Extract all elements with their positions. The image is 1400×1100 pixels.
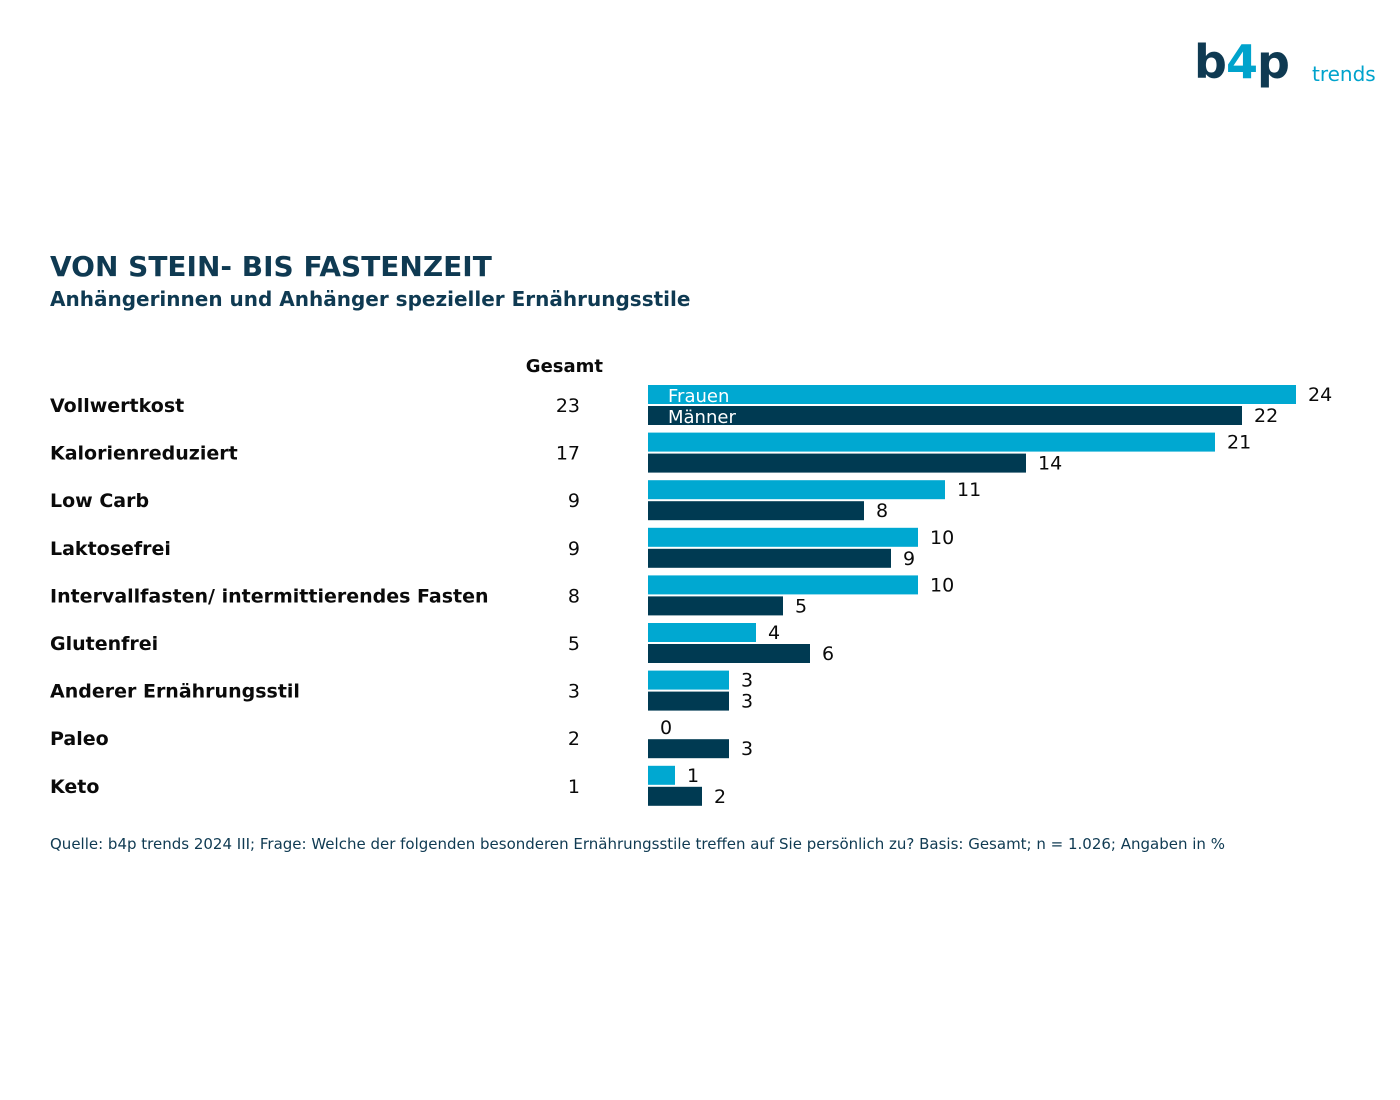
total-column-header: Gesamt [525, 356, 603, 377]
category-label: Anderer Ernährungsstil [50, 681, 300, 703]
bar-value-frauen: 10 [930, 574, 954, 596]
bar-frauen [648, 765, 675, 785]
bar-value-maenner: 8 [876, 500, 888, 522]
bar-value-frauen: 21 [1227, 432, 1251, 454]
total-value: 3 [568, 681, 580, 703]
bar-maenner [648, 739, 729, 759]
total-value: 1 [568, 776, 580, 798]
bar-value-frauen: 11 [957, 479, 981, 501]
bar-frauen [648, 527, 918, 547]
category-label: Laktosefrei [50, 538, 171, 560]
logo-word: trends [1312, 62, 1376, 86]
legend-maenner: Männer [668, 407, 736, 428]
bar-maenner [648, 501, 864, 521]
bar-value-maenner: 5 [795, 595, 807, 617]
chart-title: VON STEIN- BIS FASTENZEIT [50, 250, 492, 283]
total-value: 9 [568, 538, 580, 560]
total-value: 2 [568, 728, 580, 750]
total-value: 5 [568, 633, 580, 655]
total-value: 8 [568, 585, 580, 607]
bar-frauen [648, 575, 918, 595]
category-label: Low Carb [50, 490, 149, 512]
category-label: Vollwertkost [50, 395, 184, 417]
bar-value-frauen: 10 [930, 527, 954, 549]
logo-mark: b4p [1194, 35, 1290, 89]
bar-value-frauen: 0 [660, 717, 672, 739]
bar-maenner [648, 596, 783, 616]
bar-value-frauen: 24 [1308, 384, 1332, 406]
chart-subtitle: Anhängerinnen und Anhänger spezieller Er… [50, 287, 691, 311]
category-label: Paleo [50, 728, 109, 750]
bar-value-maenner: 22 [1254, 405, 1278, 427]
bar-maenner [648, 548, 891, 568]
category-label: Intervallfasten/ intermittierendes Faste… [50, 585, 489, 607]
category-label: Kalorienreduziert [50, 443, 238, 465]
bar-value-frauen: 1 [687, 765, 699, 787]
bar-value-frauen: 3 [741, 670, 753, 692]
bar-frauen [648, 623, 756, 642]
bar-frauen [648, 385, 1296, 404]
bar-value-maenner: 9 [903, 548, 915, 570]
bar-maenner [648, 691, 729, 711]
total-value: 9 [568, 490, 580, 512]
bar-maenner [648, 786, 702, 806]
bar-frauen [648, 432, 1215, 452]
bar-maenner [648, 453, 1026, 473]
source-note: Quelle: b4p trends 2024 III; Frage: Welc… [50, 835, 1225, 853]
bar-value-maenner: 6 [822, 643, 834, 665]
b4p-logo: b4p trends [1194, 36, 1384, 100]
bar-value-frauen: 4 [768, 622, 780, 644]
bar-maenner [648, 406, 1242, 425]
bar-maenner [648, 644, 810, 663]
total-value: 23 [556, 395, 580, 417]
bar-value-maenner: 3 [741, 691, 753, 713]
bar-frauen [648, 670, 729, 690]
bar-frauen [648, 480, 945, 500]
bar-value-maenner: 14 [1038, 453, 1062, 475]
category-label: Glutenfrei [50, 633, 158, 655]
bar-value-maenner: 3 [741, 738, 753, 760]
total-value: 17 [556, 443, 580, 465]
bar-value-maenner: 2 [714, 786, 726, 808]
legend-frauen: Frauen [668, 386, 729, 407]
category-label: Keto [50, 776, 99, 798]
